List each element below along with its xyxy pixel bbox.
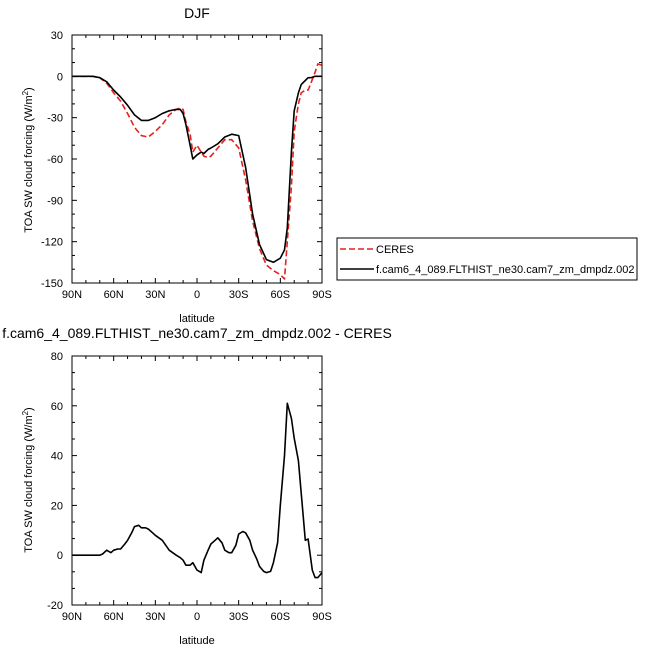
x-tick-label: 0 xyxy=(194,289,200,301)
y-tick-label: -30 xyxy=(47,113,63,125)
panel-2-x-axis-label: latitude xyxy=(179,635,214,647)
x-tick-label: 60S xyxy=(271,289,291,301)
series-line-model xyxy=(72,75,322,264)
y-tick-label: -60 xyxy=(47,154,63,166)
legend: CERES f.cam6_4_089.FLTHIST_ne30.cam7_zm_… xyxy=(336,237,638,281)
panel-1-series xyxy=(72,63,323,280)
x-tick-label: 30S xyxy=(229,611,249,623)
y-tick-label: 40 xyxy=(51,451,63,463)
x-tick-label: 90S xyxy=(312,289,332,301)
panel-difference: f.cam6_4_089.FLTHIST_ne30.cam7_zm_dmpdz.… xyxy=(2,325,392,647)
panel-2-frame xyxy=(71,355,323,606)
x-tick-label: 90S xyxy=(312,611,332,623)
series-line-difference xyxy=(72,402,323,579)
panel-2-title: f.cam6_4_089.FLTHIST_ne30.cam7_zm_dmpdz.… xyxy=(2,325,392,341)
x-tick-label: 0 xyxy=(194,611,200,623)
y-tick-label: -120 xyxy=(41,237,63,249)
x-tick-label: 60N xyxy=(104,611,124,623)
x-tick-label: 30S xyxy=(229,289,249,301)
y-tick-label: 80 xyxy=(51,351,63,363)
panel-2-y-axis-label: TOA SW cloud forcing (W/m2) xyxy=(21,407,35,552)
legend-label-model: f.cam6_4_089.FLTHIST_ne30.cam7_zm_dmpdz.… xyxy=(376,264,634,276)
y-tick-label: 0 xyxy=(57,71,63,83)
x-tick-label: 60S xyxy=(271,611,291,623)
y-tick-label: -90 xyxy=(47,195,63,207)
panel-1-ticks: 90N 60N 30N 0 30S 60S 90S 30 0 -30 -60 -90 -120 -150 xyxy=(41,30,332,301)
x-tick-label: 60N xyxy=(104,289,124,301)
y-tick-label: -20 xyxy=(47,600,63,612)
panel-1-y-axis-label: TOA SW cloud forcing (W/m2) xyxy=(21,87,35,232)
x-tick-label: 90N xyxy=(62,611,82,623)
y-tick-label: 20 xyxy=(51,500,63,512)
panel-1-x-axis-label: latitude xyxy=(179,313,214,325)
panel-1-title: DJF xyxy=(184,5,210,21)
x-tick-label: 30N xyxy=(145,289,165,301)
panel-2-ticks: 90N 60N 30N 0 30S 60S 90S 80 60 40 20 0 -20 xyxy=(47,351,332,623)
panel-2-series xyxy=(72,402,323,579)
y-tick-label: -150 xyxy=(41,278,63,290)
panel-djf: DJF TOA SW cloud forcing (W/m2) latitude… xyxy=(21,5,638,325)
y-tick-label: 60 xyxy=(51,401,63,413)
panel-2-axes xyxy=(71,355,323,606)
y-tick-label: 30 xyxy=(51,30,63,42)
y-tick-label: 0 xyxy=(57,550,63,562)
series-line-ceres xyxy=(72,63,323,280)
x-tick-label: 90N xyxy=(62,289,82,301)
legend-box xyxy=(336,237,638,281)
x-tick-label: 30N xyxy=(145,611,165,623)
legend-label-ceres: CERES xyxy=(376,244,414,256)
